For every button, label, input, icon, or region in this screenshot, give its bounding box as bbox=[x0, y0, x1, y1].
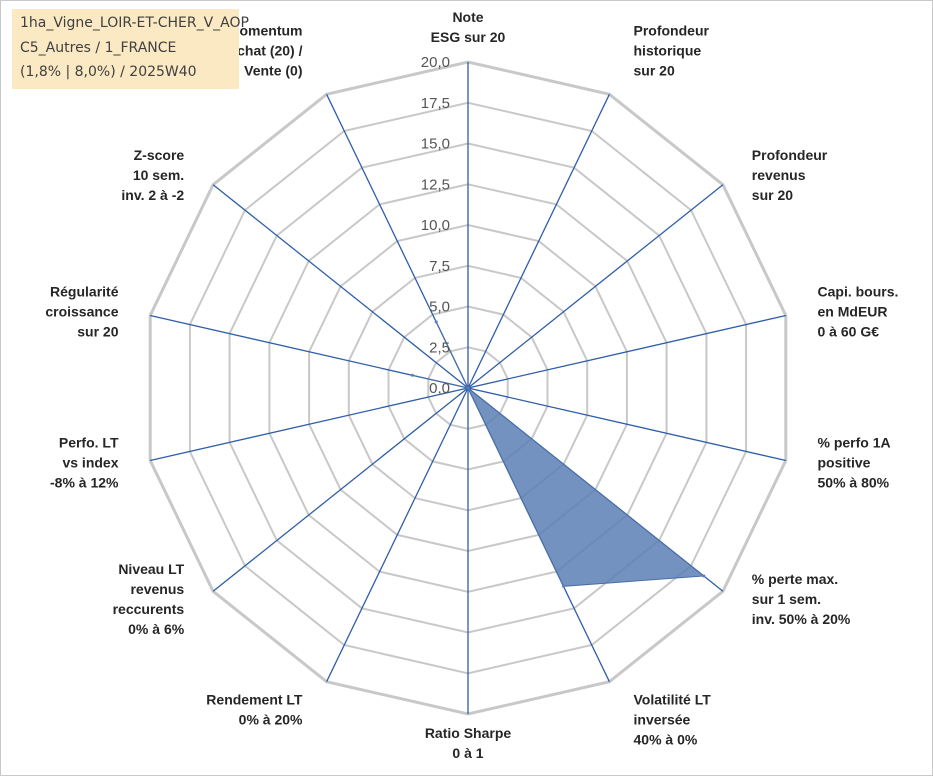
axis-label: Vente (0) bbox=[244, 63, 302, 79]
axis-label: Note bbox=[452, 9, 483, 25]
spoke-line bbox=[212, 184, 469, 389]
axis-label-group: Ratio Sharpe 0 à 1 bbox=[425, 725, 512, 761]
axis-label: inv. 2 à -2 bbox=[121, 187, 184, 203]
radar-axis-labels: Note ESG sur 20 Profondeur historique sur 20… bbox=[45, 9, 898, 761]
spoke-line bbox=[150, 387, 469, 462]
axis-label-group: Profondeur revenus sur 20 bbox=[752, 147, 828, 203]
axis-label: historique bbox=[634, 43, 702, 59]
info-title: 1ha_Vigne_LOIR-ET-CHER_V_AOP bbox=[20, 15, 249, 31]
data-point bbox=[410, 373, 414, 377]
axis-label: croissance bbox=[45, 303, 118, 319]
axis-label: positive bbox=[818, 455, 871, 471]
axis-label: 0 à 1 bbox=[452, 745, 483, 761]
spoke-line bbox=[467, 314, 786, 389]
axis-label: en MdEUR bbox=[818, 303, 888, 319]
axis-label: Niveau LT bbox=[118, 561, 184, 577]
data-point bbox=[562, 584, 565, 588]
spoke-line bbox=[467, 94, 610, 389]
axis-label: -8% à 12% bbox=[50, 475, 119, 491]
axis-label: 0 à 60 G€ bbox=[818, 323, 880, 339]
info-stats: (1,8% | 8,0%) / 2025W40 bbox=[20, 64, 197, 80]
spoke-line bbox=[467, 387, 786, 462]
radar-tick-labels: 0,0 2,5 5,0 7,5 10,0 12,5 15,0 17,5 20,0 bbox=[421, 54, 450, 397]
data-point bbox=[466, 386, 470, 390]
axis-label: Capi. bours. bbox=[818, 283, 899, 299]
tick-label: 7,5 bbox=[429, 258, 450, 275]
axis-label-group: Capi. bours. en MdEUR 0 à 60 G€ bbox=[818, 283, 899, 339]
axis-label-group: Volatilité LT inversée 40% à 0% bbox=[634, 691, 712, 747]
axis-label-group: Profondeur historique sur 20 bbox=[634, 23, 710, 79]
axis-label: revenus bbox=[752, 167, 806, 183]
axis-label: Volatilité LT bbox=[634, 691, 712, 707]
axis-label-group: Z-score 10 sem. inv. 2 à -2 bbox=[121, 147, 184, 203]
axis-label-group: Momentum Achat (20) / Vente (0) bbox=[227, 23, 303, 79]
axis-label: 0% à 20% bbox=[239, 711, 303, 727]
data-point bbox=[434, 320, 438, 324]
axis-label: inv. 50% à 20% bbox=[752, 611, 851, 627]
tick-label: 5,0 bbox=[429, 299, 450, 316]
data-point bbox=[702, 574, 706, 578]
tick-label: 15,0 bbox=[421, 136, 450, 153]
axis-label-group: Note ESG sur 20 bbox=[431, 9, 506, 45]
tick-label: 10,0 bbox=[421, 217, 450, 234]
radar-series bbox=[410, 320, 706, 588]
axis-label: Perfo. LT bbox=[59, 435, 119, 451]
axis-label: vs index bbox=[62, 455, 118, 471]
axis-label-group: Niveau LT revenus reccurents 0% à 6% bbox=[113, 561, 185, 637]
tick-label: 12,5 bbox=[421, 176, 450, 193]
tick-label: 20,0 bbox=[421, 54, 450, 71]
axis-label: inversée bbox=[634, 711, 691, 727]
info-category: C5_Autres / 1_FRANCE bbox=[20, 40, 177, 56]
spoke-line bbox=[467, 184, 724, 389]
info-box: 1ha_Vigne_LOIR-ET-CHER_V_AOP C5_Autres /… bbox=[12, 9, 249, 89]
spoke-line bbox=[212, 387, 469, 592]
axis-label-group: Perfo. LT vs index -8% à 12% bbox=[50, 435, 119, 491]
axis-label: 50% à 80% bbox=[818, 475, 890, 491]
axis-label: % perte max. bbox=[752, 571, 838, 587]
axis-label: revenus bbox=[130, 581, 184, 597]
tick-label: 17,5 bbox=[421, 95, 450, 112]
axis-label: 10 sem. bbox=[133, 167, 184, 183]
series-area bbox=[412, 321, 706, 587]
axis-label: Rendement LT bbox=[206, 691, 303, 707]
axis-label: Régularité bbox=[50, 283, 119, 299]
axis-label: ESG sur 20 bbox=[431, 29, 506, 45]
axis-label-group: Rendement LT 0% à 20% bbox=[206, 691, 303, 727]
axis-label: sur 20 bbox=[77, 323, 118, 339]
axis-label-group: Régularité croissance sur 20 bbox=[45, 283, 118, 339]
axis-label: 40% à 0% bbox=[634, 731, 698, 747]
axis-label: Profondeur bbox=[634, 23, 710, 39]
spoke-line bbox=[326, 387, 469, 682]
axis-label: Ratio Sharpe bbox=[425, 725, 512, 741]
axis-label: sur 20 bbox=[634, 63, 675, 79]
tick-label: 2,5 bbox=[429, 339, 450, 356]
axis-label: Z-score bbox=[134, 147, 185, 163]
axis-label-group: % perte max. sur 1 sem. inv. 50% à 20% bbox=[752, 571, 851, 627]
axis-label: 0% à 6% bbox=[128, 621, 185, 637]
axis-label: Momentum bbox=[228, 23, 303, 39]
axis-label: sur 20 bbox=[752, 187, 793, 203]
axis-label: reccurents bbox=[113, 601, 185, 617]
axis-label: Achat (20) / bbox=[227, 43, 303, 59]
axis-label: sur 1 sem. bbox=[752, 591, 821, 607]
tick-label: 0,0 bbox=[429, 380, 450, 397]
axis-label-group: % perfo 1A positive 50% à 80% bbox=[818, 435, 891, 491]
axis-label: % perfo 1A bbox=[818, 435, 891, 451]
axis-label: Profondeur bbox=[752, 147, 828, 163]
